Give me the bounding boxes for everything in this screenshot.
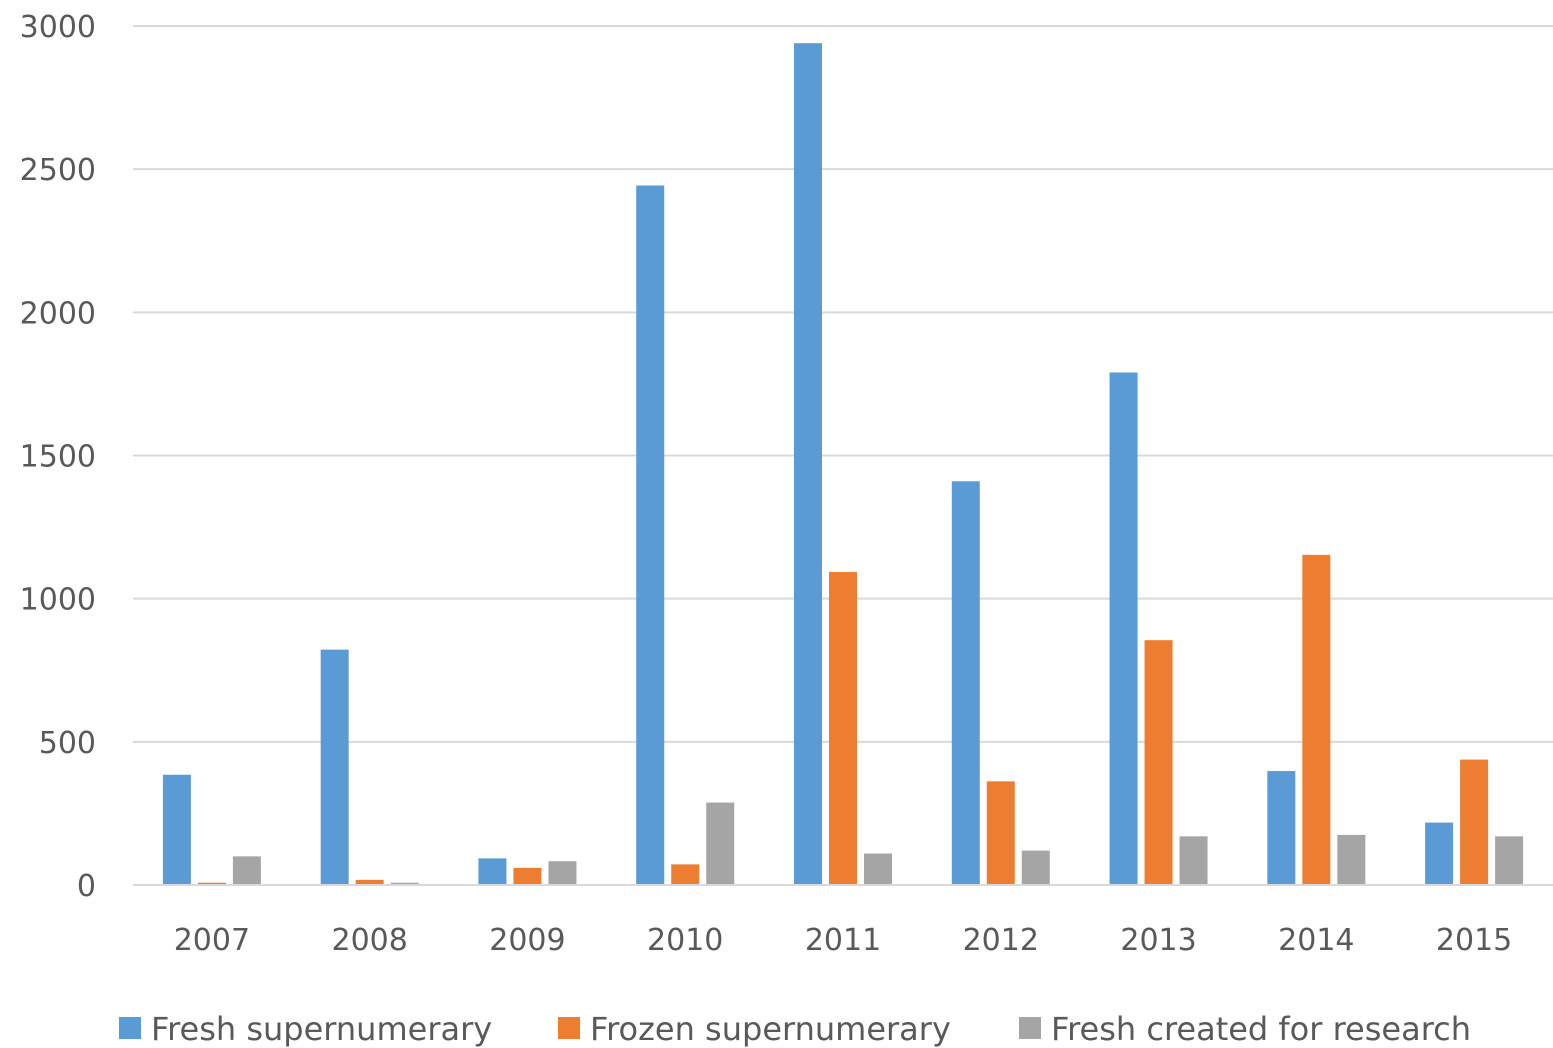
legend-label: Frozen supernumerary: [590, 1010, 951, 1048]
bar: [829, 572, 857, 885]
bar: [1495, 836, 1524, 885]
y-tick-label: 0: [77, 869, 96, 904]
y-tick-label: 1500: [20, 440, 96, 475]
bar: [706, 802, 735, 885]
y-tick-label: 500: [39, 726, 96, 761]
bars: [162, 43, 1524, 886]
x-tick-label: 2012: [963, 923, 1039, 958]
bar: [478, 858, 507, 885]
y-tick-label: 2000: [20, 296, 96, 331]
bar: [986, 781, 1015, 885]
x-tick-label: 2010: [647, 923, 723, 958]
x-tick-label: 2008: [331, 923, 407, 958]
bar: [320, 649, 349, 885]
x-tick-label: 2009: [489, 923, 565, 958]
legend-swatch: [558, 1017, 580, 1039]
legend-item: Frozen supernumerary: [558, 1010, 951, 1048]
y-tick-label: 3000: [20, 10, 96, 45]
series-1: [162, 43, 1454, 886]
bar: [1109, 372, 1138, 885]
x-tick-label: 2011: [805, 923, 881, 958]
bar: [1021, 850, 1050, 885]
bar: [794, 43, 822, 886]
bar: [864, 853, 892, 885]
bar: [548, 861, 577, 885]
series-3: [232, 802, 1524, 885]
bar: [197, 882, 226, 885]
bar: [355, 879, 384, 885]
legend-swatch: [1019, 1017, 1041, 1039]
legend-item: Fresh supernumerary: [119, 1010, 492, 1048]
bar: [232, 856, 261, 885]
legend: Fresh supernumerary Frozen supernumerary F…: [119, 1010, 1471, 1048]
bar: [1337, 834, 1366, 885]
x-tick-label: 2014: [1278, 923, 1354, 958]
bar: [671, 864, 700, 885]
legend-label: Fresh created for research: [1051, 1010, 1471, 1048]
legend-label: Fresh supernumerary: [151, 1010, 492, 1048]
bar: [513, 867, 542, 885]
bar: [1144, 640, 1173, 885]
series-2: [197, 554, 1489, 885]
bar: [162, 774, 191, 885]
x-tick-label: 2015: [1436, 923, 1512, 958]
y-tick-label: 2500: [20, 153, 96, 188]
x-tick-label: 2013: [1120, 923, 1196, 958]
x-axis-tick-labels: 2007 2008 2009 2010 2011 2012 2013 2014 2015: [174, 923, 1513, 958]
bar: [1267, 771, 1296, 885]
bar: [1460, 759, 1489, 885]
bar: [1425, 822, 1454, 885]
legend-item: Fresh created for research: [1019, 1010, 1471, 1048]
bar: [636, 185, 665, 885]
bar: [1179, 836, 1208, 885]
y-axis-tick-labels: 0 500 1000 1500 2000 2500 3000: [20, 10, 96, 904]
legend-swatch: [119, 1017, 141, 1039]
bar: [390, 882, 419, 885]
bar: [951, 481, 980, 885]
x-tick-label: 2007: [174, 923, 250, 958]
y-tick-label: 1000: [20, 583, 96, 618]
bar: [1302, 554, 1331, 885]
